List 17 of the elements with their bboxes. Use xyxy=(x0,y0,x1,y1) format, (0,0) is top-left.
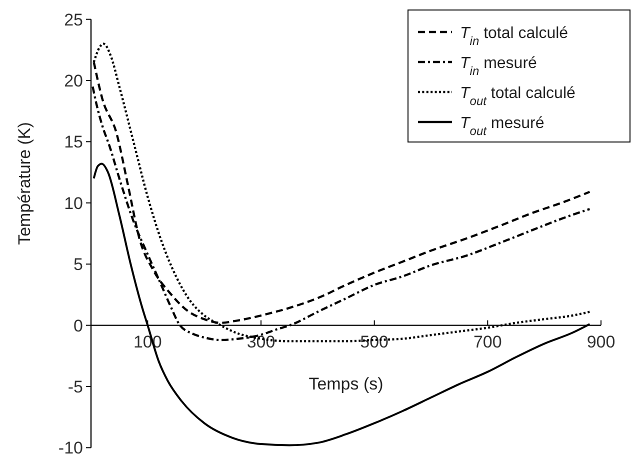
y-tick-label: -10 xyxy=(58,438,83,457)
x-axis-title: Temps (s) xyxy=(308,374,384,394)
legend-label: T$_{out}$ mesuré xyxy=(460,115,544,138)
y-tick-label: 20 xyxy=(64,71,83,90)
y-tick-label: 15 xyxy=(64,132,83,152)
x-tick-label: 500 xyxy=(360,332,389,352)
y-tick-label: 10 xyxy=(64,194,83,213)
y-tick-label: 25 xyxy=(64,10,83,30)
legend-label: T$_{out}$ total calculé xyxy=(460,85,576,108)
legend-label: T$_{in}$ mesuré xyxy=(460,55,538,78)
y-tick-label: 0 xyxy=(74,316,83,336)
y-tick-label: 5 xyxy=(74,255,83,274)
y-tick-label: -5 xyxy=(68,377,83,396)
legend-label: T$_{in}$ total calculé xyxy=(460,25,568,48)
x-tick-label: 900 xyxy=(586,332,616,352)
y-axis-title: Température (K) xyxy=(15,122,34,245)
x-tick-label: 700 xyxy=(473,332,502,352)
